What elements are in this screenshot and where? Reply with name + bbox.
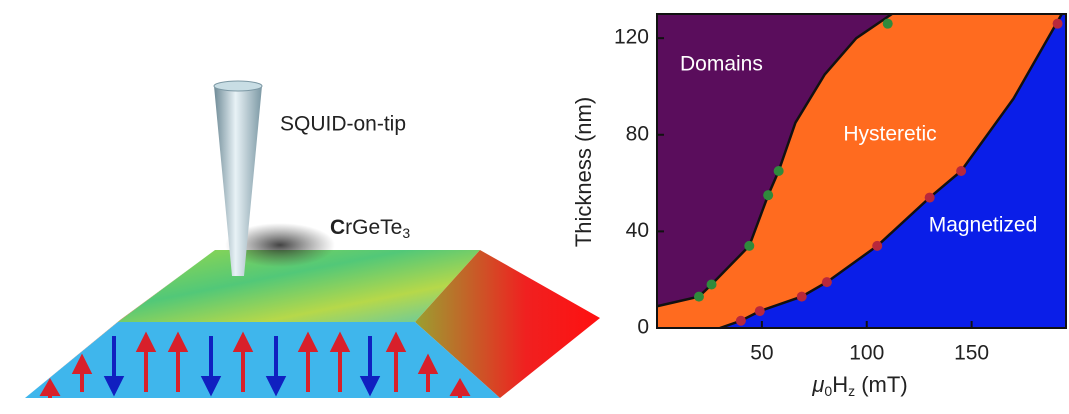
tip-label: SQUID-on-tip: [280, 113, 406, 136]
data-point: [883, 19, 893, 29]
data-point: [1053, 19, 1063, 29]
x-tick-label: 100: [849, 342, 884, 365]
data-point: [744, 241, 754, 251]
x-label-part: (mT): [855, 372, 908, 397]
material-label: CrGeTe3: [330, 216, 410, 241]
x-tick-label: 50: [750, 342, 773, 365]
x-label-part: z: [848, 383, 855, 399]
x-label-part: 0: [824, 383, 832, 399]
x-label-part: μ: [811, 372, 824, 397]
sample-illustration: SQUID-on-tip CrGeTe3: [25, 81, 600, 398]
y-tick-label: 80: [626, 122, 649, 145]
x-axis-label: μ0Hz (mT): [811, 372, 907, 399]
data-point: [755, 306, 765, 316]
region-label: Domains: [680, 53, 763, 76]
data-point: [694, 292, 704, 302]
data-point: [736, 316, 746, 326]
data-point: [763, 190, 773, 200]
x-label-part: H: [832, 372, 848, 397]
data-point: [707, 280, 717, 290]
data-point: [797, 292, 807, 302]
data-point: [822, 277, 832, 287]
y-tick-label: 40: [626, 219, 649, 242]
material-part: 3: [402, 225, 410, 241]
y-axis-label: Thickness (nm): [571, 97, 596, 247]
tip-top: [214, 81, 262, 91]
material-part: C: [330, 216, 345, 239]
data-point: [872, 241, 882, 251]
x-tick-label: 150: [954, 342, 989, 365]
phase-diagram: Domains Hysteretic Magnetized 0 40 80 120 50 100…: [614, 14, 1066, 365]
region-label: Hysteretic: [843, 123, 936, 146]
data-point: [774, 166, 784, 176]
y-tick-label: 120: [614, 26, 649, 49]
data-point: [956, 166, 966, 176]
data-point: [925, 193, 935, 203]
material-part: rGeTe: [345, 216, 402, 239]
y-tick-label: 0: [637, 316, 649, 339]
figure: SQUID-on-tip CrGeTe3 Domains Hysteretic Ma…: [0, 0, 1069, 409]
region-label: Magnetized: [929, 214, 1038, 237]
